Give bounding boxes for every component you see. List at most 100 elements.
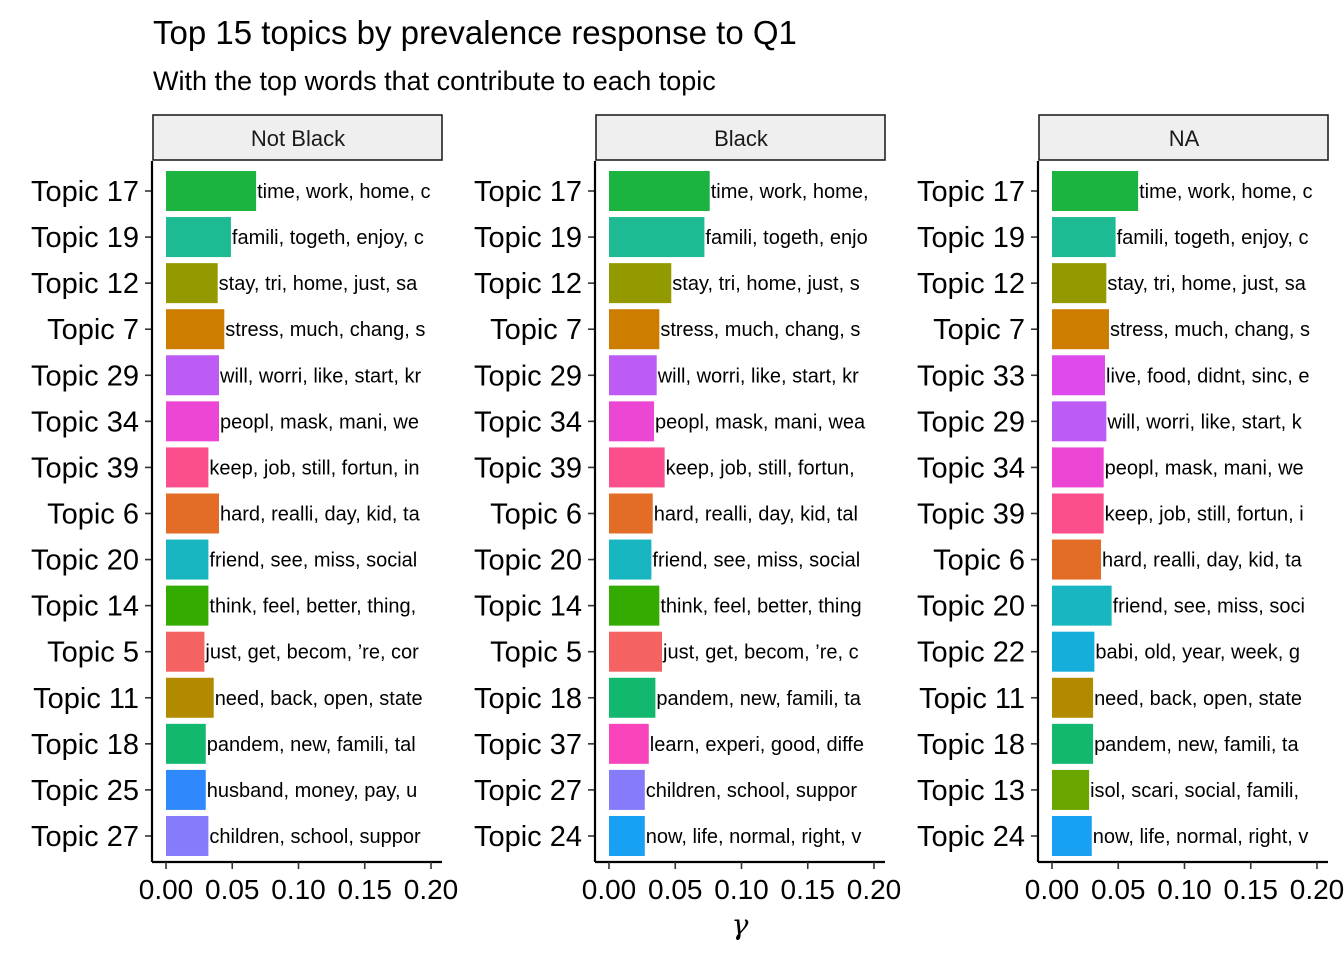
bar-words-label: think, feel, better, thing bbox=[660, 596, 861, 618]
bar-words-label: just, get, becom, ’re, cor bbox=[204, 642, 419, 664]
chart-title: Top 15 topics by prevalence response to … bbox=[153, 14, 797, 51]
bar bbox=[609, 263, 672, 304]
bar-words-label: now, life, normal, right, v bbox=[646, 826, 862, 848]
y-tick-label: Topic 11 bbox=[919, 683, 1025, 715]
y-tick-label: Topic 34 bbox=[474, 406, 582, 438]
bar-words-label: pandem, new, famili, ta bbox=[1094, 734, 1299, 756]
bar bbox=[1052, 263, 1107, 304]
bars-group: time, work, home, c famili, togeth, enjoy… bbox=[1052, 171, 1313, 856]
bar bbox=[1052, 769, 1090, 810]
bar-words-label: friend, see, miss, social bbox=[209, 550, 417, 572]
y-tick-label: Topic 7 bbox=[47, 314, 139, 346]
bar-words-label: hard, realli, day, kid, ta bbox=[220, 503, 421, 525]
bar bbox=[1052, 585, 1112, 626]
bar bbox=[609, 171, 710, 211]
bar-words-label: stress, much, chang, s bbox=[1110, 319, 1310, 341]
y-tick-label: Topic 5 bbox=[47, 637, 139, 669]
y-tick-label: Topic 37 bbox=[474, 729, 582, 761]
bar-words-label: peopl, mask, mani, we bbox=[220, 411, 419, 433]
x-tick-label: 0.10 bbox=[714, 874, 769, 905]
y-tick-label: Topic 22 bbox=[917, 637, 1025, 669]
y-tick-label: Topic 39 bbox=[917, 498, 1025, 530]
bar-words-label: children, school, suppor bbox=[646, 780, 858, 802]
y-tick-label: Topic 34 bbox=[31, 406, 139, 438]
y-tick-label: Topic 7 bbox=[933, 314, 1025, 346]
bar-words-label: keep, job, still, fortun, in bbox=[209, 457, 419, 479]
y-tick-label: Topic 13 bbox=[917, 775, 1025, 807]
bar bbox=[609, 585, 660, 626]
x-tick-label: 0.05 bbox=[1091, 874, 1146, 905]
bar bbox=[609, 539, 652, 580]
bar-words-label: learn, experi, good, diffe bbox=[650, 734, 864, 756]
bar-words-label: time, work, home, bbox=[711, 181, 869, 203]
bar-words-label: hard, realli, day, kid, tal bbox=[654, 503, 858, 525]
bar-words-label: need, back, open, state bbox=[1094, 688, 1302, 710]
bar-words-label: peopl, mask, mani, we bbox=[1105, 457, 1304, 479]
y-tick-label: Topic 39 bbox=[31, 452, 139, 484]
y-tick-label: Topic 20 bbox=[917, 591, 1025, 623]
bar-words-label: hard, realli, day, kid, ta bbox=[1102, 550, 1303, 572]
y-tick-label: Topic 19 bbox=[917, 222, 1025, 254]
bar bbox=[609, 723, 649, 764]
facet-panel: NA time, work, home, c famili, togeth, enj… bbox=[917, 114, 1344, 905]
bar-words-label: stress, much, chang, s bbox=[660, 319, 860, 341]
y-tick-label: Topic 5 bbox=[490, 637, 582, 669]
bar bbox=[166, 263, 218, 304]
chart-subtitle: With the top words that contribute to ea… bbox=[153, 66, 716, 96]
y-tick-label: Topic 11 bbox=[33, 683, 139, 715]
y-tick-label: Topic 27 bbox=[31, 821, 139, 853]
bar bbox=[1052, 815, 1092, 856]
bar bbox=[1052, 493, 1104, 534]
y-tick-label: Topic 29 bbox=[474, 360, 582, 392]
bar bbox=[1052, 309, 1109, 350]
y-tick-label: Topic 33 bbox=[917, 360, 1025, 392]
bar-words-label: need, back, open, state bbox=[215, 688, 423, 710]
bar-words-label: will, worri, like, start, k bbox=[1106, 411, 1302, 433]
bar-words-label: time, work, home, c bbox=[1139, 181, 1312, 203]
y-tick-label: Topic 18 bbox=[474, 683, 582, 715]
bar bbox=[1052, 401, 1107, 442]
facet-strip-label: Black bbox=[714, 126, 769, 151]
y-tick-label: Topic 24 bbox=[917, 821, 1025, 853]
x-tick-label: 0.05 bbox=[648, 874, 703, 905]
bar-words-label: husband, money, pay, u bbox=[207, 780, 418, 802]
bar bbox=[1052, 631, 1095, 672]
x-tick-label: 0.15 bbox=[781, 874, 836, 905]
y-tick-label: Topic 6 bbox=[47, 498, 139, 530]
x-tick-label: 0.10 bbox=[271, 874, 326, 905]
bar bbox=[609, 493, 653, 534]
bar bbox=[609, 631, 662, 672]
bar bbox=[609, 309, 660, 350]
y-tick-label: Topic 12 bbox=[917, 268, 1025, 300]
x-tick-label: 0.00 bbox=[1025, 874, 1080, 905]
bar bbox=[1052, 723, 1094, 764]
bar bbox=[1052, 217, 1116, 258]
facet-strip-label: NA bbox=[1169, 126, 1200, 151]
bar bbox=[166, 815, 209, 856]
bar-words-label: pandem, new, famili, ta bbox=[656, 688, 861, 710]
x-tick-label: 0.15 bbox=[338, 874, 393, 905]
y-tick-label: Topic 20 bbox=[31, 545, 139, 577]
y-tick-label: Topic 20 bbox=[474, 545, 582, 577]
y-tick-label: Topic 14 bbox=[31, 591, 139, 623]
bar bbox=[1052, 677, 1094, 718]
bar bbox=[166, 631, 205, 672]
bar bbox=[609, 677, 656, 718]
bar-words-label: famili, togeth, enjoy, c bbox=[1117, 227, 1309, 249]
y-tick-label: Topic 18 bbox=[31, 729, 139, 761]
y-tick-label: Topic 39 bbox=[474, 452, 582, 484]
bar-words-label: babi, old, year, week, g bbox=[1095, 642, 1300, 664]
bar bbox=[609, 217, 705, 258]
y-tick-label: Topic 7 bbox=[490, 314, 582, 346]
bar-words-label: will, worri, like, start, kr bbox=[657, 365, 859, 387]
y-tick-label: Topic 6 bbox=[490, 498, 582, 530]
x-tick-label: 0.20 bbox=[404, 874, 459, 905]
bar bbox=[609, 355, 657, 396]
bar bbox=[609, 447, 665, 488]
y-tick-label: Topic 25 bbox=[31, 775, 139, 807]
x-tick-label: 0.00 bbox=[139, 874, 194, 905]
y-tick-label: Topic 24 bbox=[474, 821, 582, 853]
y-tick-label: Topic 27 bbox=[474, 775, 582, 807]
x-axis-label: γ bbox=[732, 908, 749, 941]
